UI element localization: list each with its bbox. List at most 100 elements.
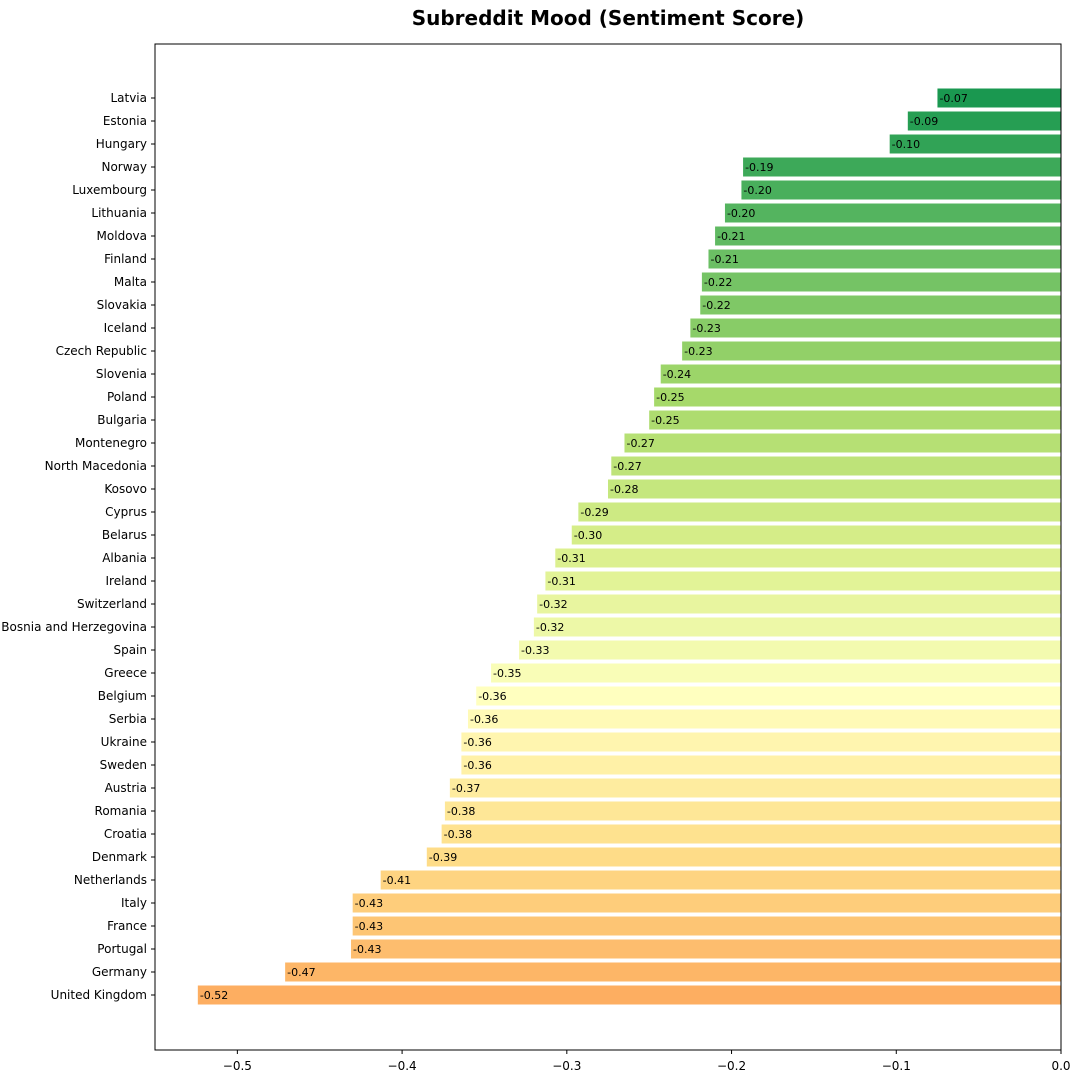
- y-tick-label: Denmark: [92, 850, 147, 864]
- bar-malta: [701, 272, 1061, 292]
- y-tick-label: Moldova: [97, 229, 147, 243]
- bar-iceland: [690, 318, 1061, 338]
- bar-serbia: [467, 709, 1061, 729]
- y-tick-label: Hungary: [96, 137, 147, 151]
- bar-france: [352, 916, 1061, 936]
- y-tick-label: Slovenia: [96, 367, 147, 381]
- y-tick-label: Greece: [104, 666, 147, 680]
- x-tick-label: −0.1: [882, 1059, 911, 1073]
- bar-albania: [555, 548, 1061, 568]
- y-tick-label: Netherlands: [74, 873, 147, 887]
- data-label: -0.38: [447, 805, 475, 818]
- bar-denmark: [426, 847, 1061, 867]
- bar-switzerland: [537, 594, 1061, 614]
- y-tick-label: Austria: [105, 781, 147, 795]
- bar-poland: [654, 387, 1061, 407]
- y-tick-label: Belarus: [102, 528, 147, 542]
- y-tick-label: Latvia: [110, 91, 147, 105]
- bar-bulgaria: [649, 410, 1061, 430]
- bar-norway: [743, 157, 1061, 177]
- bar-moldova: [715, 226, 1061, 246]
- chart-title: Subreddit Mood (Sentiment Score): [411, 6, 805, 30]
- data-label: -0.33: [521, 644, 549, 657]
- y-tick-label: Ukraine: [101, 735, 147, 749]
- data-label: -0.38: [444, 828, 472, 841]
- y-tick-label: Ireland: [105, 574, 147, 588]
- data-label: -0.35: [493, 667, 521, 680]
- data-label: -0.19: [745, 161, 773, 174]
- y-tick-label: Belgium: [98, 689, 147, 703]
- data-label: -0.30: [574, 529, 602, 542]
- bar-ukraine: [461, 732, 1062, 752]
- data-label: -0.22: [704, 276, 732, 289]
- data-label: -0.28: [610, 483, 638, 496]
- bar-sweden: [461, 755, 1062, 775]
- data-label: -0.52: [200, 989, 228, 1002]
- data-label: -0.36: [463, 759, 491, 772]
- y-tick-label: France: [107, 919, 147, 933]
- y-tick-label: Cyprus: [105, 505, 147, 519]
- bar-estonia: [907, 111, 1061, 131]
- y-tick-label: Bulgaria: [97, 413, 147, 427]
- y-tick-label: Portugal: [97, 942, 147, 956]
- x-tick-label: −0.4: [388, 1059, 417, 1073]
- data-label: -0.20: [743, 184, 771, 197]
- y-tick-label: Estonia: [103, 114, 147, 128]
- data-label: -0.29: [580, 506, 608, 519]
- y-tick-label: Norway: [101, 160, 147, 174]
- bar-portugal: [351, 939, 1061, 959]
- bar-luxembourg: [741, 180, 1061, 200]
- bar-cyprus: [578, 502, 1061, 522]
- data-label: -0.21: [710, 253, 738, 266]
- bar-spain: [519, 640, 1061, 660]
- bar-finland: [708, 249, 1061, 269]
- data-label: -0.25: [656, 391, 684, 404]
- data-label: -0.22: [702, 299, 730, 312]
- x-tick-label: 0.0: [1051, 1059, 1070, 1073]
- data-label: -0.36: [463, 736, 491, 749]
- data-label: -0.39: [429, 851, 457, 864]
- bar-montenegro: [624, 433, 1061, 453]
- data-label: -0.36: [470, 713, 498, 726]
- bar-belgium: [476, 686, 1062, 706]
- y-tick-label: Serbia: [109, 712, 147, 726]
- y-tick-label: Czech Republic: [56, 344, 147, 358]
- data-label: -0.27: [613, 460, 641, 473]
- data-label: -0.43: [355, 897, 383, 910]
- bar-belarus: [571, 525, 1061, 545]
- data-label: -0.36: [478, 690, 506, 703]
- bar-austria: [449, 778, 1061, 798]
- y-tick-label: Lithuania: [91, 206, 147, 220]
- data-label: -0.10: [892, 138, 920, 151]
- bar-greece: [491, 663, 1061, 683]
- data-label: -0.43: [355, 920, 383, 933]
- bar-bosnia-and-herzegovina: [533, 617, 1061, 637]
- x-tick-label: −0.2: [717, 1059, 746, 1073]
- bar-slovenia: [660, 364, 1061, 384]
- y-tick-label: Sweden: [100, 758, 147, 772]
- bar-kosovo: [608, 479, 1061, 499]
- data-label: -0.23: [692, 322, 720, 335]
- data-label: -0.21: [717, 230, 745, 243]
- x-tick-label: −0.5: [223, 1059, 252, 1073]
- bar-italy: [352, 893, 1061, 913]
- data-label: -0.32: [536, 621, 564, 634]
- data-label: -0.37: [452, 782, 480, 795]
- data-label: -0.20: [727, 207, 755, 220]
- y-tick-label: North Macedonia: [45, 459, 147, 473]
- data-label: -0.32: [539, 598, 567, 611]
- data-label: -0.31: [557, 552, 585, 565]
- y-tick-label: Montenegro: [75, 436, 147, 450]
- bar-latvia: [937, 88, 1061, 108]
- y-tick-label: Switzerland: [77, 597, 147, 611]
- plot-frame: [154, 43, 1062, 1051]
- y-tick-label: Kosovo: [104, 482, 147, 496]
- y-tick-label: Slovakia: [97, 298, 147, 312]
- bar-czech-republic: [682, 341, 1061, 361]
- data-label: -0.25: [651, 414, 679, 427]
- y-tick-label: Poland: [107, 390, 147, 404]
- bar-hungary: [889, 134, 1061, 154]
- y-tick-label: Croatia: [104, 827, 147, 841]
